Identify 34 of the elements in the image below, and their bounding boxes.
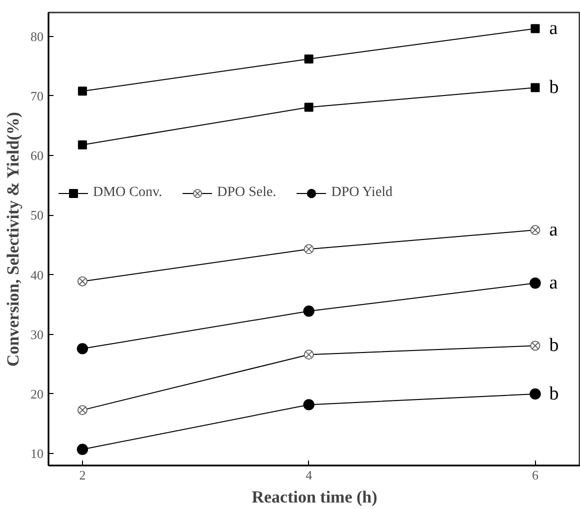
- annotation: a: [549, 220, 558, 241]
- annotation: a: [549, 272, 558, 294]
- y-axis-title: Conversion, Selectivity & Yield(%): [4, 112, 22, 367]
- y-tick-label: 30: [30, 326, 44, 342]
- y-tick-label: 20: [30, 386, 44, 402]
- annotation: b: [549, 77, 559, 98]
- x-tick-label: 6: [532, 468, 539, 482]
- point: [78, 86, 87, 96]
- point: [303, 399, 314, 410]
- y-tick-label: 40: [30, 267, 44, 282]
- point: [78, 140, 87, 150]
- y-tick-label: 80: [30, 28, 44, 44]
- point: [530, 83, 540, 92]
- annotation: a: [549, 18, 558, 40]
- legend-label: DPO Yield: [331, 185, 393, 201]
- point: [304, 102, 314, 112]
- point: [76, 444, 88, 455]
- point: [530, 24, 540, 34]
- legend-label: DMO Conv.: [93, 185, 162, 201]
- point: [530, 388, 541, 400]
- legend-label: DPO Sele.: [217, 185, 276, 201]
- point: [530, 278, 541, 289]
- y-tick-label: 70: [30, 88, 44, 104]
- annotation: b: [549, 383, 559, 404]
- point: [304, 54, 314, 64]
- y-tick-label: 60: [30, 148, 44, 164]
- point: [76, 343, 88, 354]
- x-tick-label: 2: [79, 468, 86, 482]
- y-tick-label: 50: [30, 208, 44, 223]
- x-tick-label: 4: [306, 468, 313, 482]
- annotation: b: [549, 335, 559, 356]
- y-tick-label: 10: [30, 446, 44, 462]
- x-axis-title: Reaction time (h): [252, 488, 378, 506]
- point: [303, 306, 314, 317]
